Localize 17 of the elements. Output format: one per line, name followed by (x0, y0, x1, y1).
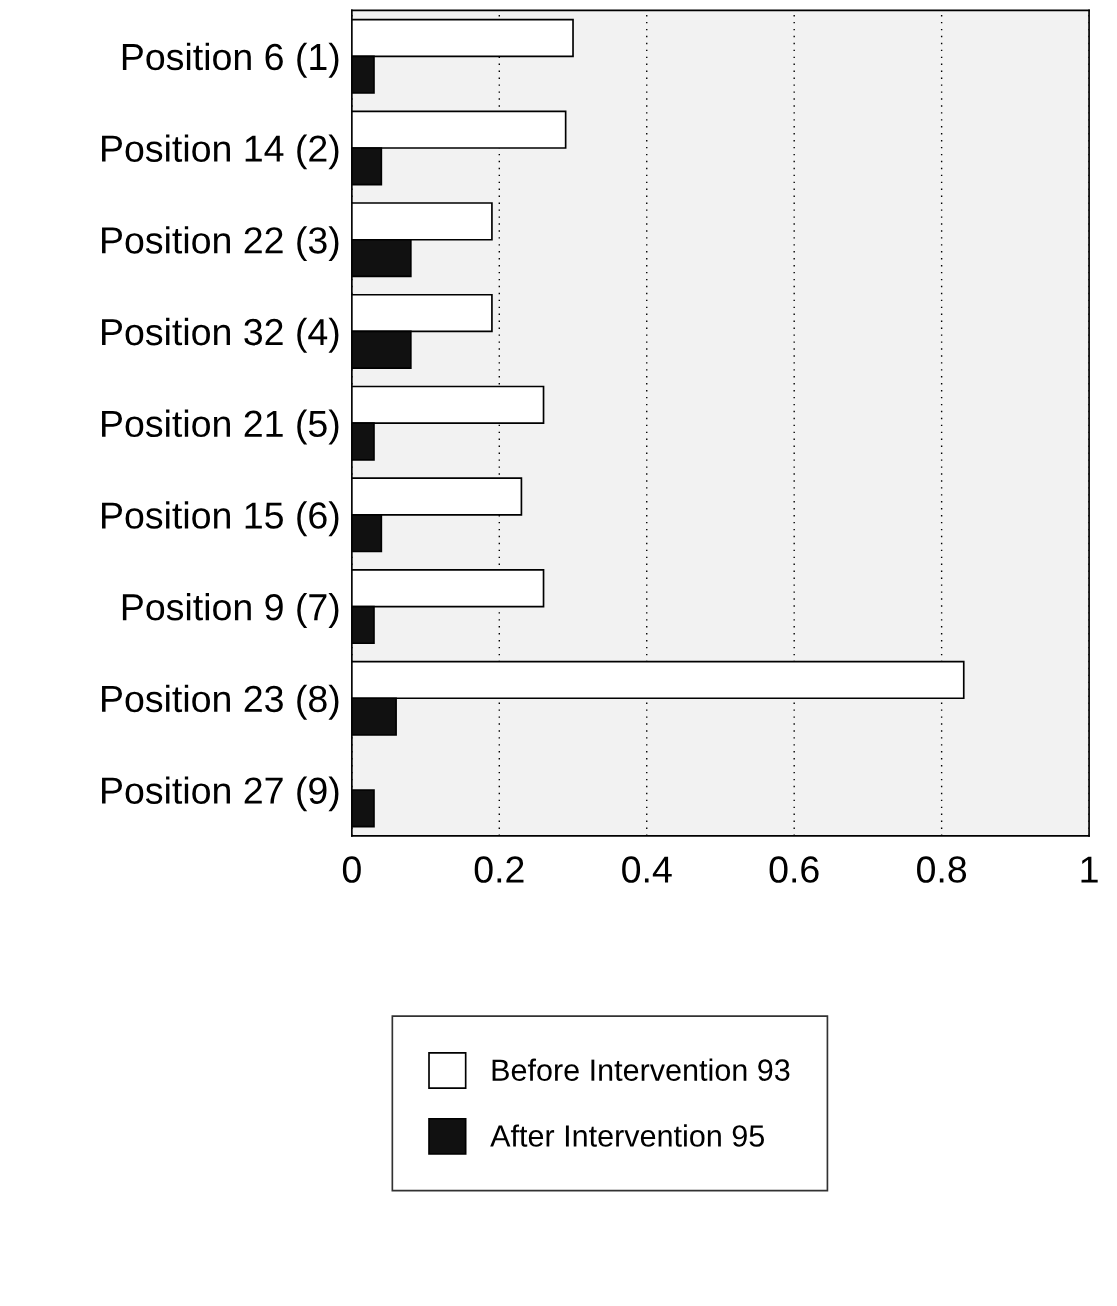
y-tick-label: Position 6 (1) (122, 42, 339, 78)
x-tick-label: 0 (342, 856, 361, 883)
x-tick-label: 0.4 (622, 856, 672, 883)
x-tick-label: 0.8 (917, 856, 967, 883)
legend-label: Before Intervention 93 (492, 1058, 790, 1081)
x-tick-label: 0.2 (474, 856, 524, 883)
y-tick-label: Position 32 (4) (102, 317, 339, 353)
x-tick-label: 1 (1081, 856, 1098, 883)
y-tick-label: Position 27 (9) (102, 776, 339, 812)
y-tick-label: Position 15 (6) (102, 501, 339, 537)
legend-label: After Intervention 95 (490, 1124, 764, 1147)
y-tick-label: Position 22 (3) (102, 226, 339, 262)
x-tick-label: 0.6 (769, 856, 819, 883)
y-tick-label: Position 9 (7) (122, 592, 339, 628)
y-tick-label: Position 21 (5) (102, 409, 339, 445)
y-tick-label: Position 23 (8) (102, 684, 339, 720)
y-tick-label: Position 14 (2) (102, 134, 339, 170)
